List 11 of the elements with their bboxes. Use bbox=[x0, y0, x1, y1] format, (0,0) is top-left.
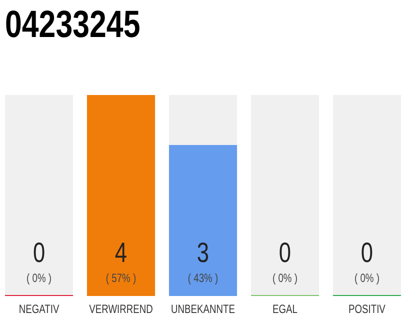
chart-title: 04233245 bbox=[5, 4, 140, 46]
data-label: 0 ( 0% ) bbox=[272, 237, 298, 286]
x-tick-label: VERWIRREND bbox=[89, 302, 154, 316]
data-label: 0 ( 0% ) bbox=[26, 237, 52, 286]
x-tick-label: NEGATIV bbox=[18, 302, 60, 316]
x-tick-label: POSITIV bbox=[348, 302, 386, 316]
data-label: 3 ( 43% ) bbox=[188, 237, 218, 286]
x-tick-label: EGAL bbox=[272, 302, 298, 316]
data-label: 0 ( 0% ) bbox=[354, 237, 380, 286]
data-label: 4 ( 57% ) bbox=[106, 237, 136, 286]
x-tick-label: UNBEKANNTE bbox=[171, 302, 235, 316]
